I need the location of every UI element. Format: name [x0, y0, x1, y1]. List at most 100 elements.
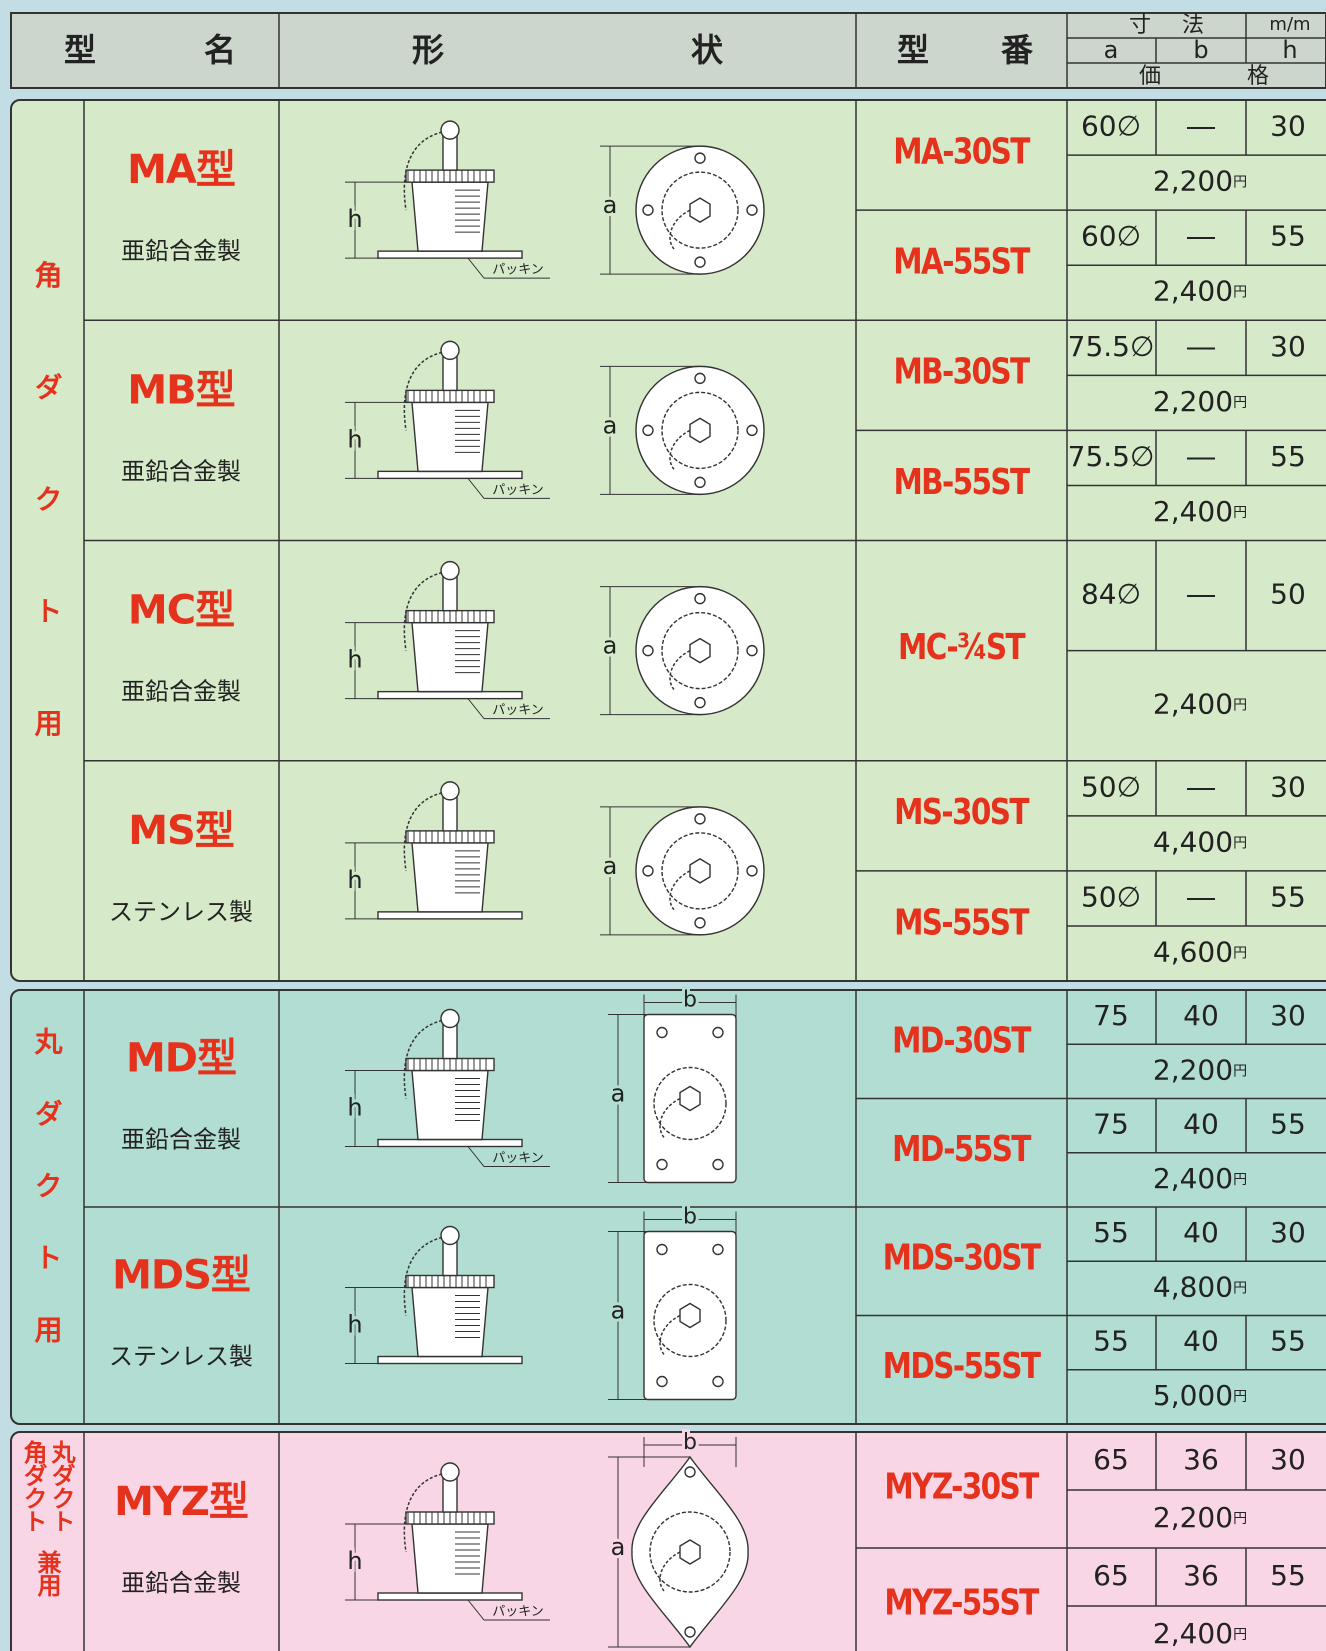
material: ステンレス製: [109, 898, 253, 926]
price: 5,000円: [1153, 1379, 1247, 1412]
product-drawing: h パッキン a b: [344, 985, 737, 1184]
dimension-b: ―: [1187, 220, 1215, 253]
model-code: MD-30ST: [892, 1019, 1032, 1062]
model-code: MS-55ST: [894, 900, 1030, 943]
plan-hole: [746, 204, 758, 216]
material: 亜鉛合金製: [121, 237, 241, 265]
dimension-h: 30: [1270, 330, 1306, 363]
drawing-part: [440, 120, 460, 140]
dimension-h: 55: [1270, 1108, 1306, 1141]
plan-hole: [746, 644, 758, 657]
price-value: 2,400: [1153, 495, 1233, 528]
price: 4,400円: [1153, 825, 1247, 858]
price-value: 2,200: [1153, 1053, 1233, 1086]
dimension-label: a: [603, 191, 618, 219]
price: 2,400円: [1153, 688, 1247, 721]
material: ステンレス製: [109, 1343, 253, 1371]
model-code: MB-30ST: [893, 350, 1030, 393]
price-value: 4,800: [1153, 1270, 1233, 1303]
plan-hole: [694, 696, 706, 709]
price-value: 2,400: [1153, 275, 1233, 308]
price: 2,200円: [1153, 165, 1247, 198]
dimension-h: 55: [1270, 1559, 1306, 1592]
model-name: MYZ型: [114, 1479, 248, 1525]
drawing-part: [411, 842, 489, 913]
dimension-label: h: [347, 1547, 362, 1575]
drawing-part: [377, 250, 523, 259]
plan-hole: [694, 917, 706, 929]
dimension-label: h: [347, 866, 362, 894]
dimension-a: 50∅: [1081, 880, 1141, 913]
drawing-part: [411, 1069, 489, 1141]
dimension-a: 55: [1093, 1216, 1129, 1249]
model-code: MA-30ST: [893, 130, 1031, 173]
dimension-h: 30: [1270, 1443, 1306, 1476]
header-label: 状: [691, 31, 724, 69]
dimension-a: 84∅: [1081, 578, 1141, 611]
price: 2,200円: [1153, 1501, 1247, 1534]
material: 亜鉛合金製: [121, 678, 241, 706]
plan-hole: [642, 424, 654, 437]
dimension-a: 60∅: [1081, 220, 1141, 253]
drawing-part: [442, 1023, 458, 1060]
dimension-b: ―: [1187, 330, 1215, 363]
dimension-a: 75.5∅: [1068, 330, 1155, 363]
dimension-label: a: [603, 632, 618, 660]
dimension-label: h: [347, 205, 362, 233]
packing-label: パッキン: [492, 263, 544, 278]
packing-label: パッキン: [492, 1605, 544, 1620]
price: 2,400円: [1153, 1617, 1247, 1650]
header-label: 寸: [1129, 13, 1151, 38]
price-unit: 円: [1233, 1063, 1247, 1079]
plan-view: [669, 649, 691, 692]
product-drawing: h パッキン a: [344, 340, 765, 499]
plan-hole: [694, 476, 706, 489]
group-label: 角ダクト用: [31, 259, 64, 820]
group-label: 兼用: [33, 1549, 61, 1598]
leader-line: [467, 1146, 550, 1167]
drawing-part: [440, 1225, 460, 1246]
material: 亜鉛合金製: [121, 1126, 241, 1154]
price-value: 2,200: [1153, 1501, 1233, 1534]
plan-view: [669, 429, 691, 471]
drawing-part: [442, 796, 458, 832]
price-value: 2,200: [1153, 385, 1233, 418]
price-value: 4,400: [1153, 825, 1233, 858]
dimension-h: 55: [1270, 1325, 1306, 1358]
model-code: MB-55ST: [893, 460, 1030, 503]
price: 2,400円: [1153, 275, 1247, 308]
dimension-label: a: [603, 411, 618, 439]
model-code: MYZ-30ST: [884, 1464, 1039, 1507]
drawing-part: [377, 690, 523, 700]
dimension-a: 75: [1093, 1108, 1129, 1141]
material: 亜鉛合金製: [121, 457, 241, 485]
dimension-label: a: [611, 1297, 626, 1325]
dimension-h: 55: [1270, 220, 1306, 253]
dimension-h: 30: [1270, 999, 1306, 1032]
plan-view: [679, 1085, 701, 1112]
drawing-part: [411, 1523, 489, 1594]
price: 2,400円: [1153, 1162, 1247, 1195]
header-label: 型: [897, 31, 929, 69]
price-unit: 円: [1233, 1511, 1247, 1527]
dimension-h: 55: [1270, 440, 1306, 473]
price-value: 5,000: [1153, 1379, 1233, 1412]
plan-hole: [694, 813, 706, 825]
drawing-part: [377, 1355, 523, 1365]
price: 4,800円: [1153, 1270, 1247, 1303]
plan-hole: [746, 865, 758, 877]
dimension-label: h: [347, 1094, 362, 1122]
plan-view: [679, 1539, 701, 1565]
plan-hole: [684, 1466, 696, 1478]
packing-label: パッキン: [492, 1151, 544, 1166]
price-value: 2,400: [1153, 1617, 1233, 1650]
price-unit: 円: [1233, 835, 1247, 851]
group-label: 丸ダクト: [47, 1440, 76, 1532]
price: 4,600円: [1153, 935, 1247, 968]
plan-hole: [712, 1243, 724, 1256]
plan-view: [689, 197, 711, 223]
header-label: 名: [204, 31, 236, 69]
model-name: MD型: [126, 1036, 236, 1082]
